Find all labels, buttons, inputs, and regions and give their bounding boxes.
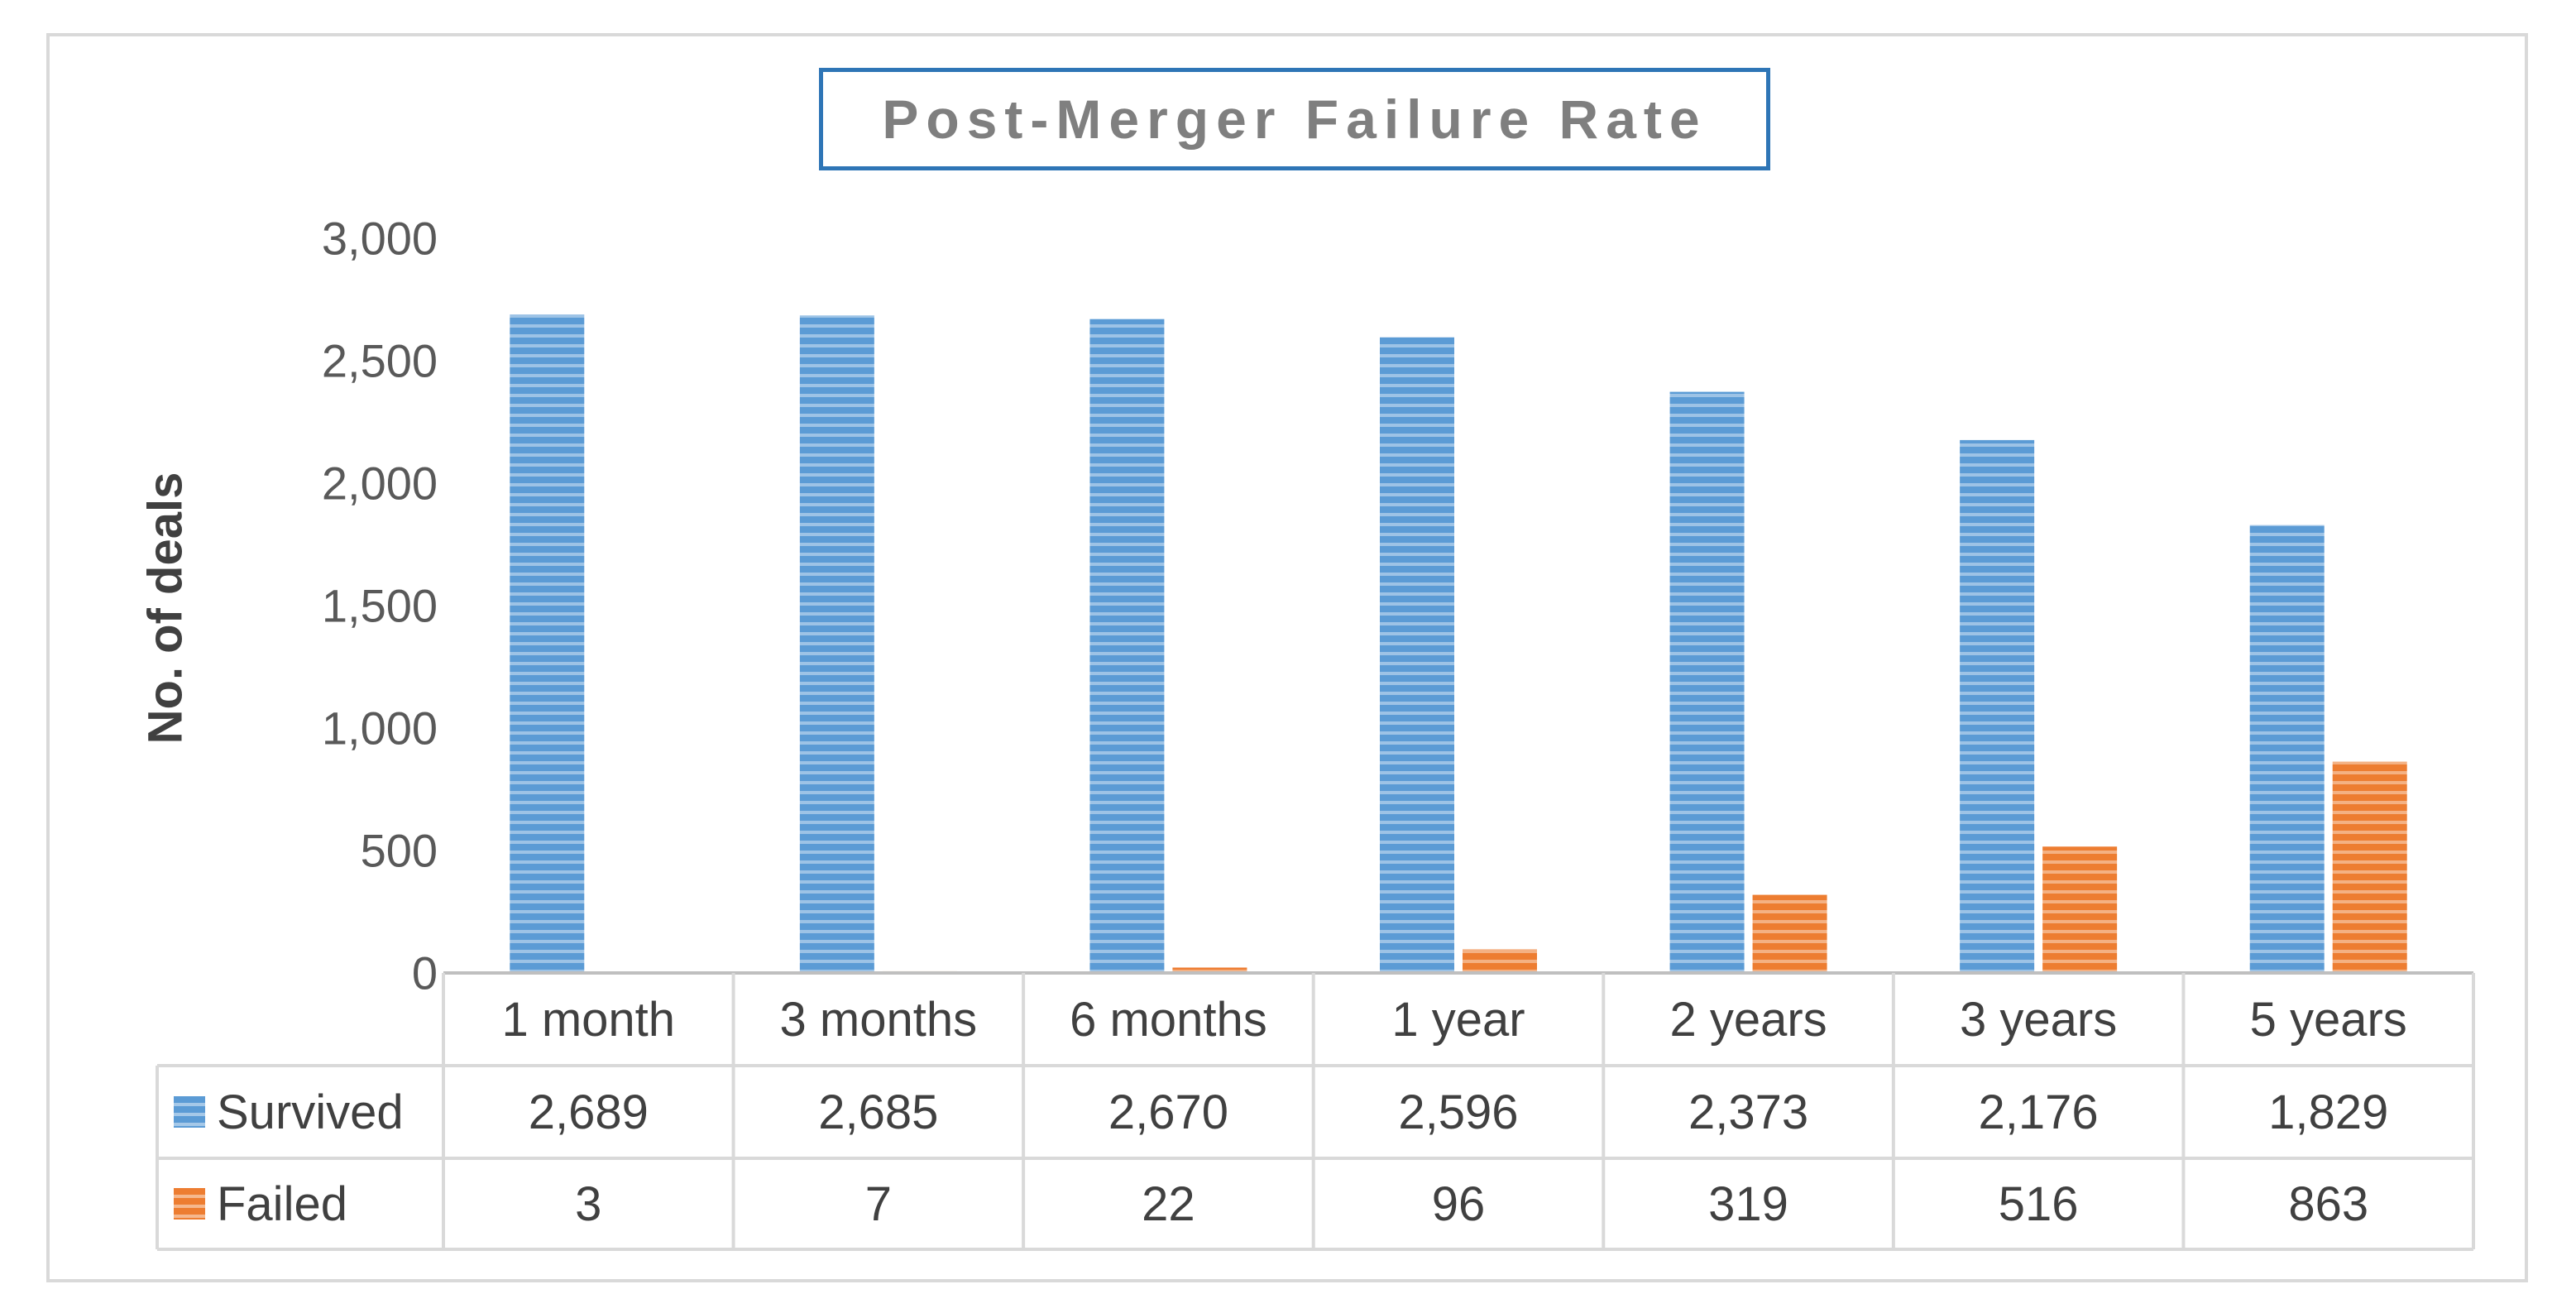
- data-label-failed: 22: [1142, 1176, 1195, 1231]
- data-label-survived: 2,373: [1688, 1085, 1809, 1139]
- legend-swatch-survived: [174, 1096, 205, 1128]
- bar-failed-2: [1172, 967, 1247, 973]
- bar-survived-1: [799, 315, 874, 973]
- category-label: 3 months: [779, 992, 978, 1047]
- y-tick-label: 3,000: [321, 212, 438, 265]
- y-tick-label: 500: [360, 824, 438, 877]
- category-label: 6 months: [1070, 992, 1267, 1047]
- legend-entry-failed: Failed: [157, 1158, 443, 1249]
- category-label: 3 years: [1960, 992, 2118, 1047]
- bar-failed-4: [1752, 894, 1827, 973]
- y-tick-label: 1,000: [321, 702, 438, 755]
- category-label: 1 year: [1391, 992, 1525, 1047]
- bar-survived-5: [1960, 439, 2035, 973]
- bar-failed-5: [2042, 846, 2118, 973]
- category-label: 5 years: [2249, 992, 2407, 1047]
- bar-survived-6: [2249, 525, 2325, 973]
- chart-frame: [46, 33, 2528, 1282]
- bar-survived-3: [1380, 337, 1454, 974]
- data-label-failed: 319: [1708, 1176, 1788, 1231]
- y-tick-label: 2,000: [321, 457, 438, 510]
- data-label-survived: 1,829: [2268, 1085, 2389, 1139]
- y-tick-label: 1,500: [321, 579, 438, 632]
- legend-label: Survived: [217, 1085, 404, 1139]
- bar-survived-0: [510, 314, 585, 973]
- chart-title: Post-Merger Failure Rate: [882, 89, 1707, 150]
- data-label-failed: 3: [575, 1176, 602, 1231]
- data-label-survived: 2,670: [1108, 1085, 1228, 1139]
- data-label-survived: 2,176: [1978, 1085, 2099, 1139]
- bar-survived-4: [1669, 391, 1745, 973]
- category-label: 2 years: [1669, 992, 1827, 1047]
- data-label-survived: 2,685: [818, 1085, 939, 1139]
- bar-survived-2: [1089, 319, 1165, 973]
- category-label: 1 month: [501, 992, 676, 1047]
- data-label-failed: 863: [2288, 1176, 2369, 1231]
- data-label-survived: 2,596: [1398, 1085, 1519, 1139]
- data-label-failed: 516: [1998, 1176, 2079, 1231]
- legend-swatch-failed: [174, 1188, 205, 1220]
- y-tick-label: 0: [411, 946, 438, 999]
- data-label-failed: 96: [1431, 1176, 1486, 1231]
- bar-failed-6: [2332, 761, 2407, 973]
- data-label-failed: 7: [864, 1176, 892, 1231]
- bar-failed-3: [1463, 949, 1537, 973]
- y-tick-label: 2,500: [321, 334, 438, 387]
- y-axis-label: No. of deals: [138, 472, 193, 745]
- legend-entry-survived: Survived: [157, 1066, 443, 1158]
- chart-title-box: Post-Merger Failure Rate: [819, 68, 1770, 170]
- legend-label: Failed: [217, 1176, 347, 1231]
- data-label-survived: 2,689: [528, 1085, 649, 1139]
